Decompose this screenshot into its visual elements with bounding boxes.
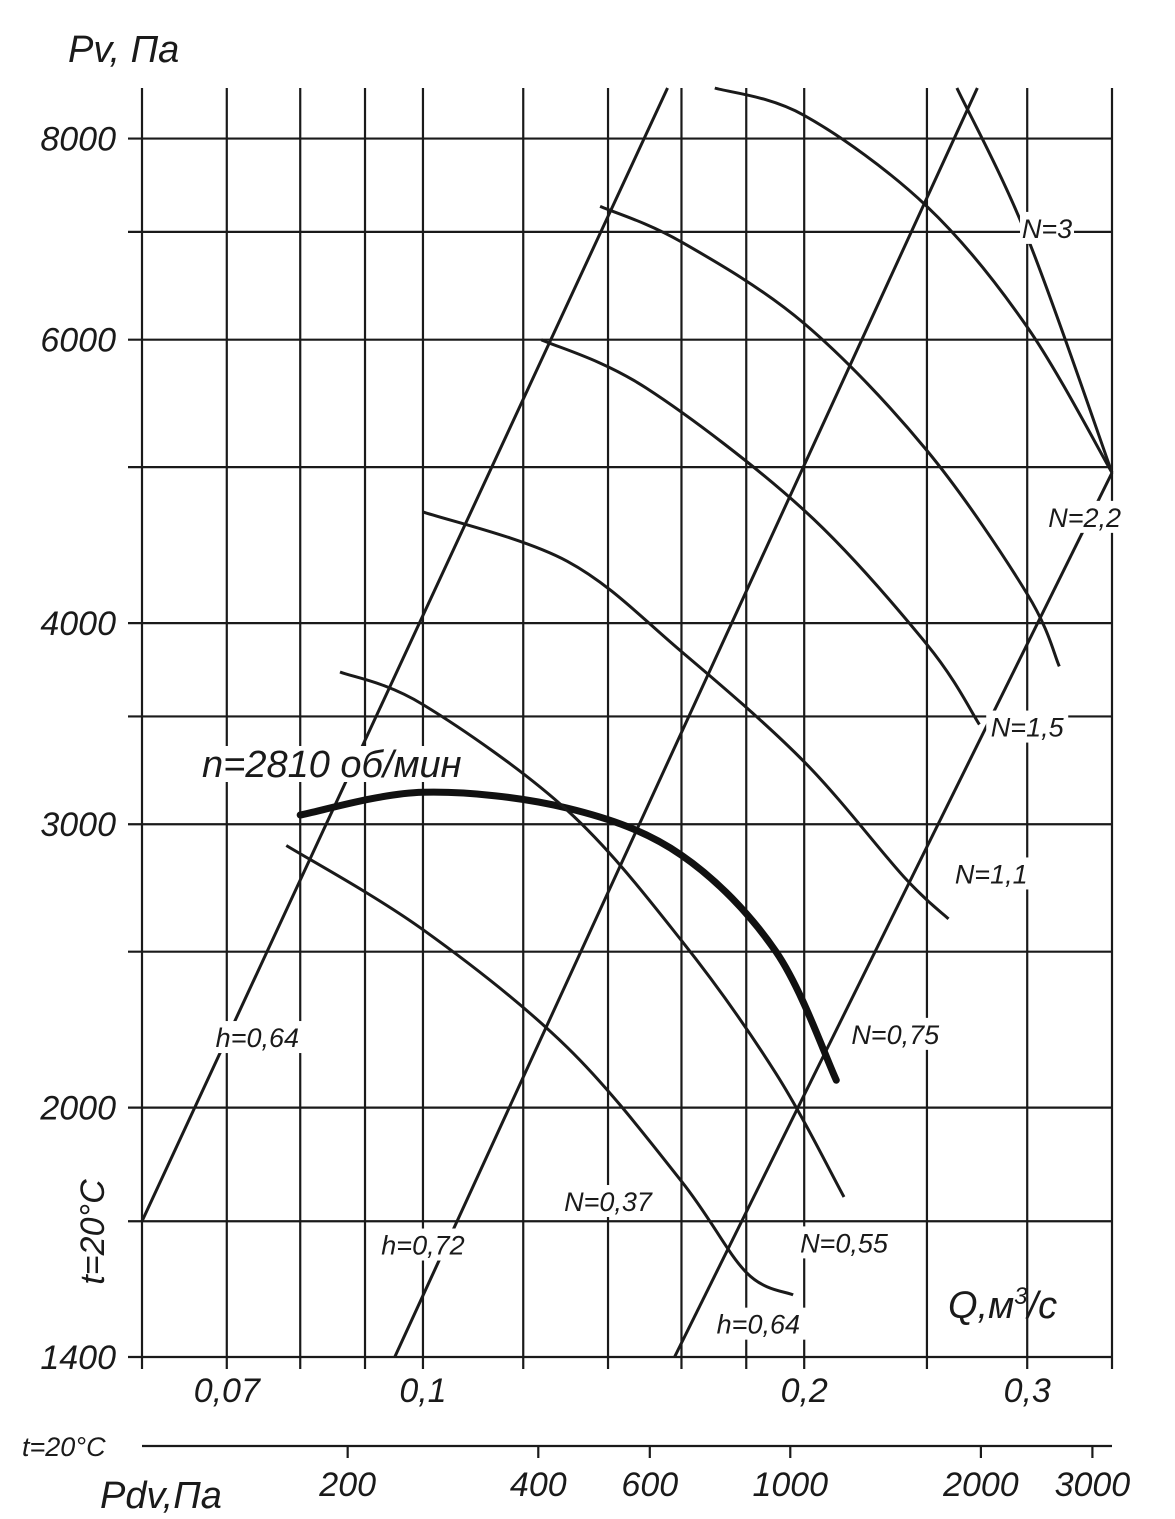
y-tick-label: 6000 (40, 322, 116, 360)
x-tick-label: 0,1 (399, 1372, 446, 1410)
annotation-background (209, 1021, 306, 1054)
bottom-temperature-label: t=20°C (22, 1432, 106, 1462)
curve-annotation: N=1,5 (991, 713, 1065, 743)
curve-annotation: N=2,2 (1048, 503, 1121, 533)
annotation-background (560, 1185, 657, 1218)
annotation-background (374, 1228, 471, 1261)
pdv-tick-label: 1000 (752, 1466, 828, 1504)
y-tick-label: 2000 (39, 1090, 116, 1128)
series-layer (140, 86, 1114, 1358)
y-tick-label: 1400 (40, 1339, 116, 1377)
curve-annotation: N=3 (1022, 214, 1072, 244)
curve-annotation: h=0,64 (717, 1310, 800, 1340)
y-tick-label: 3000 (40, 806, 116, 844)
grid (128, 88, 1114, 1458)
x-tick-label: 0,2 (781, 1372, 828, 1410)
curve-annotation: N=0,75 (851, 1020, 940, 1050)
y-tick-label: 4000 (40, 605, 116, 643)
x-axis-label-base: Q,м (948, 1285, 1014, 1327)
y-tick-label: 8000 (40, 121, 116, 159)
efficiency-line (393, 87, 979, 1358)
annotation-background (986, 710, 1069, 743)
y-axis-label: Pv, Па (68, 29, 179, 71)
x-axis-label-sup: 3 (1014, 1283, 1028, 1310)
label-layer: Pv, Па t=20°C Q,м3/с t=20°C Pdv,Па n=281… (22, 29, 1130, 1517)
pdv-tick-label: 3000 (1055, 1466, 1131, 1504)
annotation-background (950, 857, 1033, 890)
x-axis-label-tail: /с (1025, 1285, 1058, 1327)
curve-annotation: h=0,72 (381, 1231, 464, 1261)
performance-curve (540, 338, 981, 726)
curve-annotation: h=0,64 (216, 1023, 299, 1053)
performance-curve (599, 205, 1061, 668)
speed-curve (296, 788, 840, 1084)
pdv-tick-label: 600 (621, 1466, 678, 1504)
performance-curve (422, 510, 950, 920)
x-tick-label: 0,3 (1004, 1372, 1051, 1410)
speed-label-background (198, 746, 482, 782)
annotation-background (1020, 211, 1075, 244)
x-tick-label: 0,07 (194, 1372, 261, 1410)
x-axis-label: Q,м3/с (948, 1283, 1057, 1327)
pdv-tick-label: 400 (510, 1466, 567, 1504)
pdv-axis-label: Pdv,Па (100, 1475, 222, 1517)
efficiency-line (673, 472, 1114, 1358)
performance-curve (285, 844, 794, 1297)
pdv-tick-label: 2000 (942, 1466, 1019, 1504)
annotation-background (847, 1017, 944, 1050)
temperature-label: t=20°C (74, 1179, 112, 1285)
curve-annotation: N=0,37 (564, 1187, 653, 1217)
curve-annotation: N=1,1 (955, 859, 1028, 889)
pdv-tick-label: 200 (318, 1466, 376, 1504)
curve-annotation: N=0,55 (800, 1228, 889, 1258)
annotation-background (1043, 500, 1126, 533)
annotation-background (795, 1226, 892, 1259)
performance-curve (955, 87, 1114, 474)
annotation-background (710, 1307, 807, 1340)
speed-label: n=2810 об/мин (202, 744, 462, 786)
performance-curve (714, 86, 1114, 474)
performance-curve (339, 670, 846, 1198)
